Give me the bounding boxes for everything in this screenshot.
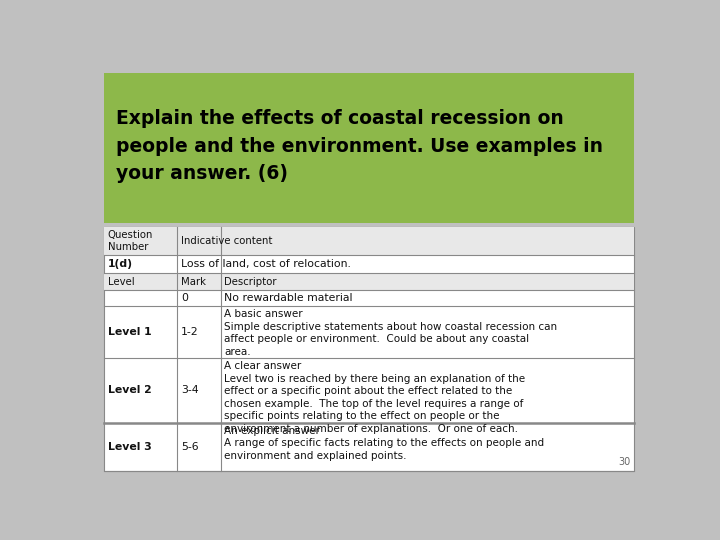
Text: No rewardable material: No rewardable material xyxy=(225,293,353,303)
Text: 30: 30 xyxy=(618,457,631,467)
Text: 1-2: 1-2 xyxy=(181,327,199,337)
Text: Level: Level xyxy=(108,277,135,287)
Text: Level 2: Level 2 xyxy=(108,385,152,395)
Text: Indicative content: Indicative content xyxy=(181,236,272,246)
Text: A clear answer
Level two is reached by there being an explanation of the
effect : A clear answer Level two is reached by t… xyxy=(225,361,526,434)
Text: Level 1: Level 1 xyxy=(108,327,151,337)
FancyBboxPatch shape xyxy=(104,227,634,471)
FancyBboxPatch shape xyxy=(104,72,634,222)
Text: 0: 0 xyxy=(181,293,188,303)
Text: 3-4: 3-4 xyxy=(181,385,199,395)
Text: A basic answer
Simple descriptive statements about how coastal recession can
aff: A basic answer Simple descriptive statem… xyxy=(225,309,557,357)
FancyBboxPatch shape xyxy=(104,273,634,291)
Text: Level 3: Level 3 xyxy=(108,442,152,452)
Text: Question
Number: Question Number xyxy=(108,230,153,252)
Text: Loss of land, cost of relocation.: Loss of land, cost of relocation. xyxy=(181,259,351,269)
Text: 1(d): 1(d) xyxy=(108,259,132,269)
Text: An explicit answer
A range of specific facts relating to the effects on people a: An explicit answer A range of specific f… xyxy=(225,426,544,461)
Text: Descriptor: Descriptor xyxy=(225,277,277,287)
FancyBboxPatch shape xyxy=(104,227,634,254)
Text: Explain the effects of coastal recession on
people and the environment. Use exam: Explain the effects of coastal recession… xyxy=(117,109,603,183)
Text: Mark: Mark xyxy=(181,277,206,287)
Text: 5-6: 5-6 xyxy=(181,442,199,452)
